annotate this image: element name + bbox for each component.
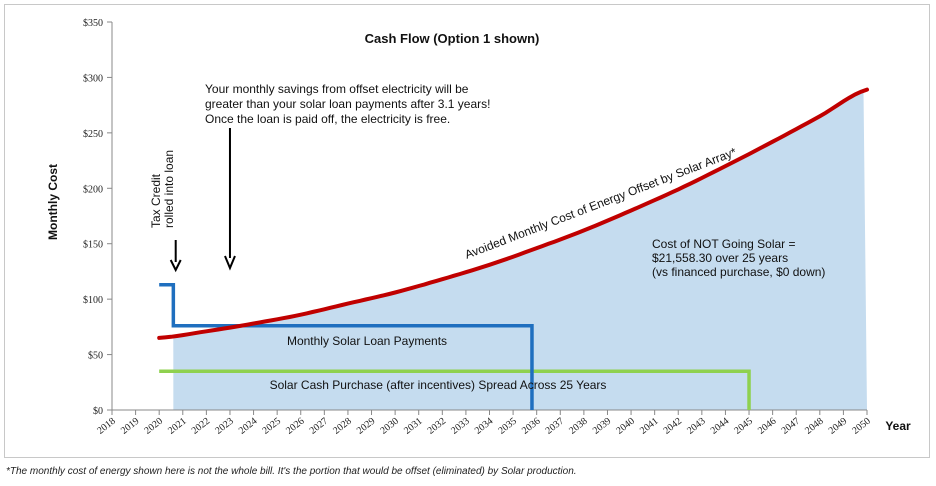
y-tick-label: $250 <box>83 129 103 140</box>
tax-credit-arrow-head <box>169 259 182 273</box>
x-tick-label: 2033 <box>449 416 472 437</box>
x-tick-label: 2050 <box>850 416 873 437</box>
x-tick-label: 2028 <box>331 416 354 437</box>
cash-purchase-label: Solar Cash Purchase (after incentives) S… <box>270 378 607 392</box>
x-tick-label: 2029 <box>355 416 378 437</box>
tax-credit-label: Tax Credit <box>149 173 163 228</box>
x-axis-title: Year <box>885 419 911 433</box>
x-tick-label: 2024 <box>237 416 260 437</box>
x-tick-label: 2026 <box>284 416 307 437</box>
x-tick-label: 2021 <box>166 416 189 437</box>
x-tick-label: 2037 <box>544 416 567 437</box>
x-tick-label: 2044 <box>709 416 732 437</box>
x-tick-label: 2049 <box>827 416 850 437</box>
y-tick-label: $0 <box>93 406 103 417</box>
x-tick-label: 2047 <box>780 416 803 437</box>
x-tick-label: 2043 <box>685 416 708 437</box>
x-tick-label: 2032 <box>426 416 449 437</box>
y-tick-label: $100 <box>83 295 103 306</box>
x-tick-label: 2046 <box>756 416 779 437</box>
savings-note-line: Once the loan is paid off, the electrici… <box>205 112 450 126</box>
savings-arrow-head <box>224 255 236 271</box>
y-tick-label: $50 <box>88 351 103 362</box>
y-axis-title: Monthly Cost <box>46 164 60 240</box>
x-tick-label: 2031 <box>402 416 425 437</box>
x-tick-label: 2041 <box>638 416 661 437</box>
cash-purchase-line <box>159 369 751 410</box>
x-tick-label: 2025 <box>260 416 283 437</box>
x-tick-label: 2022 <box>190 416 213 437</box>
x-tick-label: 2023 <box>213 416 236 437</box>
x-tick-label: 2035 <box>496 416 519 437</box>
x-tick-label: 2034 <box>473 416 496 437</box>
loan-payment-label: Monthly Solar Loan Payments <box>287 334 447 348</box>
x-tick-label: 2045 <box>732 416 755 437</box>
x-tick-label: 2042 <box>662 416 685 437</box>
x-tick-label: 2048 <box>803 416 826 437</box>
y-tick-label: $350 <box>83 18 103 29</box>
savings-note-line: Your monthly savings from offset electri… <box>205 82 469 96</box>
x-tick-label: 2039 <box>591 416 614 437</box>
y-tick-label: $150 <box>83 240 103 251</box>
x-tick-label: 2020 <box>143 416 166 437</box>
x-tick-label: 2040 <box>614 416 637 437</box>
x-tick-label: 2030 <box>378 416 401 437</box>
x-tick-label: 2038 <box>567 416 590 437</box>
x-tick-label: 2036 <box>520 416 543 437</box>
loan-payment-line <box>159 282 534 410</box>
savings-note-line: greater than your solar loan payments af… <box>205 97 491 111</box>
chart-title: Cash Flow (Option 1 shown) <box>365 31 540 46</box>
avoided-cost-line <box>157 87 869 340</box>
cost-not-solar-line: Cost of NOT Going Solar = <box>652 237 796 251</box>
shaded-area <box>173 90 868 411</box>
x-tick-label: 2019 <box>119 416 142 437</box>
tax-credit-label: rolled into loan <box>162 150 176 228</box>
y-tick-label: $200 <box>83 184 103 195</box>
x-tick-label: 2027 <box>308 416 331 437</box>
x-tick-label: 2018 <box>95 416 118 437</box>
cost-not-solar-line: (vs financed purchase, $0 down) <box>652 265 825 279</box>
y-tick-label: $300 <box>83 73 103 84</box>
footnote: *The monthly cost of energy shown here i… <box>6 466 577 477</box>
cost-not-solar-line: $21,558.30 over 25 years <box>652 251 788 265</box>
